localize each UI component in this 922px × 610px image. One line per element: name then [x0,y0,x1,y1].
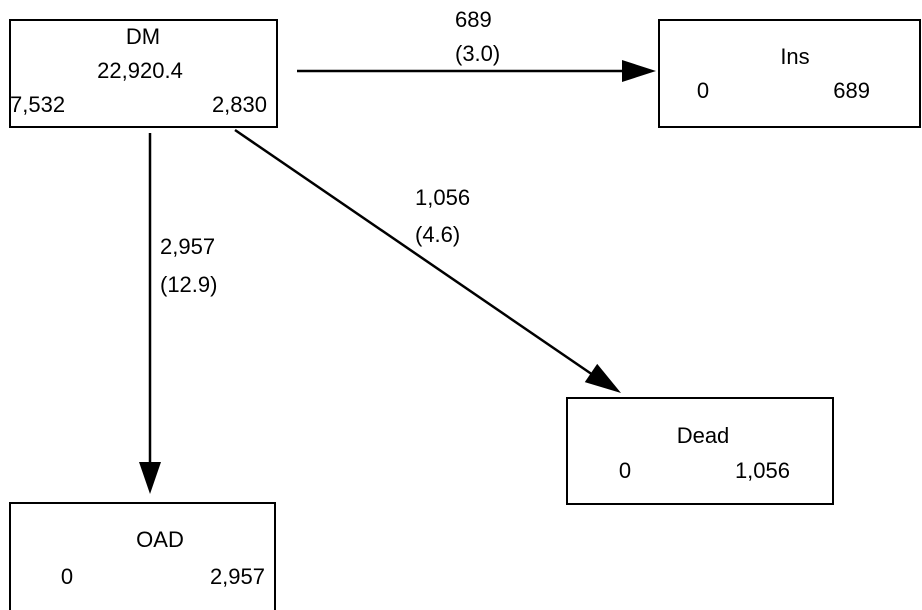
edge-percent: (12.9) [160,272,217,297]
node-right: 1,056 [735,458,790,483]
node-box [658,19,921,128]
node-label: DM [126,24,160,49]
node-left: 7,532 [10,92,65,117]
edge-count: 2,957 [160,234,215,259]
edge-percent: (4.6) [415,222,460,247]
node-total: 22,920.4 [97,58,183,83]
edge-count: 1,056 [415,185,470,210]
node-label: Dead [677,423,730,448]
node-left: 0 [61,564,73,589]
node-right: 689 [833,78,870,103]
edge-line [234,128,594,377]
node-box [9,502,276,610]
node-box [9,19,278,128]
node-right: 2,830 [212,92,267,117]
node-box [566,397,834,505]
arrow-head [584,363,621,393]
node-left: 0 [697,78,709,103]
edge-count: 689 [455,7,492,32]
node-label: OAD [136,527,184,552]
node-label: Ins [780,44,809,69]
node-right: 2,957 [210,564,265,589]
arrow-head [622,60,656,82]
arrow-head [139,462,161,494]
node-left: 0 [619,458,631,483]
edge-percent: (3.0) [455,41,500,66]
